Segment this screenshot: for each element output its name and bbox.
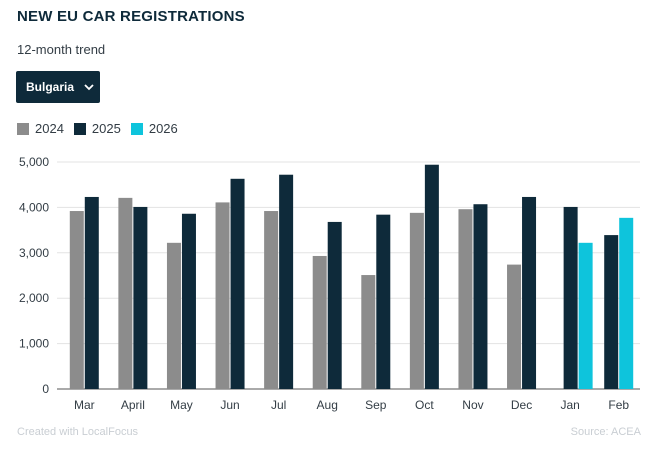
bar-sep-2024 [361,275,376,389]
y-tick-label: 3,000 [19,246,49,260]
bar-mar-2024 [69,211,84,389]
chart-subtitle: 12-month trend [17,42,106,57]
bar-chart: 0 1,000 2,000 3,000 4,000 5,000 Mar April May Jun… [19,155,640,412]
bar-may-2025 [181,213,196,389]
legend-swatch-2025 [73,122,86,135]
bar-feb-2025 [604,235,619,389]
bar-jul-2024 [264,211,279,389]
chevron-down-icon [84,84,94,91]
bar-sep-2025 [376,214,391,389]
y-tick-label: 0 [42,382,49,396]
x-tick-label: Jul [271,398,286,412]
bar-nov-2025 [473,204,488,389]
bar-jun-2025 [230,178,245,389]
x-tick-label: Dec [511,398,532,412]
x-tick-label: Oct [415,398,434,412]
y-tick-label: 1,000 [19,337,49,351]
y-tick-label: 2,000 [19,291,49,305]
bar-feb-2026 [619,217,634,389]
y-tick-label: 4,000 [19,200,49,214]
country-dropdown-label: Bulgaria [26,80,75,94]
legend-item-2024[interactable]: 2024 [17,121,64,136]
bar-dec-2025 [522,196,537,389]
credit-text: Created with LocalFocus [17,426,139,438]
chart-legend: 2024 2025 2026 [17,121,178,136]
bar-aug-2025 [327,221,342,389]
x-tick-label: Mar [74,398,95,412]
legend-item-2026[interactable]: 2026 [130,121,178,136]
legend-item-2025[interactable]: 2025 [73,121,121,136]
legend-swatch-2026 [130,122,143,135]
x-tick-label: Nov [462,398,483,412]
bar-april-2025 [133,206,148,389]
bar-jun-2024 [215,202,230,389]
legend-swatch-2024 [17,122,29,135]
country-dropdown[interactable]: Bulgaria [16,71,100,103]
source-text: Source: ACEA [570,426,641,438]
x-tick-label: Aug [317,398,338,412]
bar-dec-2024 [507,264,522,389]
legend-label-2026: 2026 [148,121,178,136]
legend-label-2024: 2024 [35,121,64,136]
bar-oct-2025 [424,164,439,389]
bar-oct-2024 [409,212,424,389]
bar-jan-2026 [578,242,593,389]
bar-jan-2025 [563,206,578,389]
y-tick-label: 5,000 [19,155,49,169]
legend-label-2025: 2025 [91,121,121,136]
x-tick-label: Sep [365,398,387,412]
x-tick-label: Jan [560,398,579,412]
bar-nov-2024 [458,209,473,389]
chart-title: NEW EU CAR REGISTRATIONS [17,8,245,25]
x-tick-label: Feb [608,398,629,412]
bar-may-2024 [166,242,181,389]
x-tick-label: Jun [220,398,239,412]
x-tick-label: April [121,398,145,412]
bar-aug-2024 [312,255,327,389]
bar-mar-2025 [84,196,99,389]
bar-april-2024 [118,197,133,389]
bar-jul-2025 [279,174,294,389]
x-tick-label: May [170,398,193,412]
